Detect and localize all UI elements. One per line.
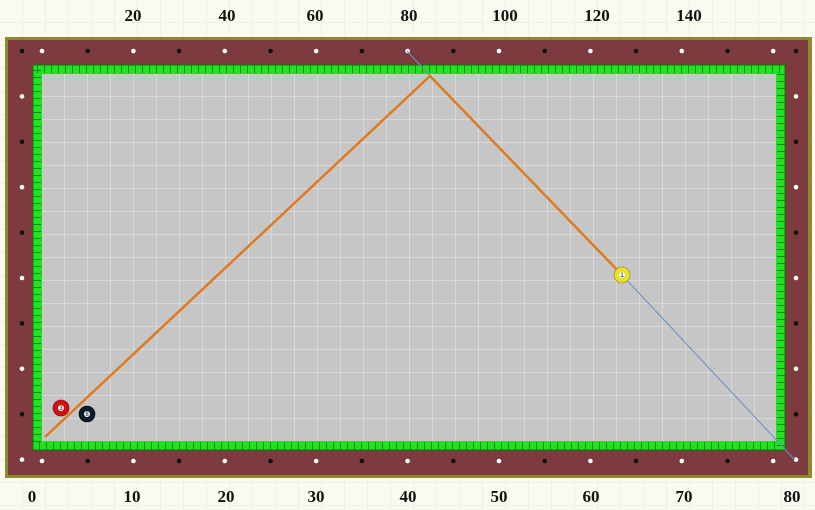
ball-number: 8 [85,412,89,418]
diamond [793,457,799,462]
diamond [19,94,25,99]
diamond [19,48,25,54]
diamond [19,230,25,235]
aim-line [406,50,431,77]
diamond [268,458,273,464]
diamond [268,48,273,54]
scale-label: 20 [125,6,142,25]
aim-line [621,274,796,461]
diamond [176,458,182,464]
diamond [19,321,25,326]
diamond [405,458,410,464]
bottom-scale: 0 10 20 30 40 50 60 70 80 [28,487,801,506]
diamond [19,275,25,281]
diamond [793,411,799,417]
diamond [496,458,502,464]
diamond [588,48,593,54]
diamond [542,48,547,54]
cloth [42,74,776,441]
diamond [793,48,799,54]
diamond [359,458,365,464]
diamond [725,48,730,54]
ball: 8 [78,405,96,423]
diamond [542,458,547,464]
diamond [131,458,136,464]
diamond [131,48,136,54]
diamond [588,458,593,464]
diamond [19,457,25,462]
diamond [85,458,90,464]
scale-label: 70 [676,487,693,506]
diamond [39,48,45,54]
diamond [313,458,319,464]
diamond [19,139,25,145]
diamond [725,458,730,464]
diamond [222,48,228,54]
scale-label: 0 [28,487,37,506]
scale-label: 60 [307,6,324,25]
ball: 3 [52,399,70,417]
diamonds [19,48,799,464]
diamond [793,139,799,145]
diamond [85,48,90,54]
ball-number: 1 [620,273,624,279]
diamond [633,48,639,54]
diamond [793,230,799,235]
ball-path [44,74,623,438]
ball-number: 3 [59,406,63,412]
top-scale: 20 40 60 80 100 120 140 [125,6,702,25]
scale-label: 140 [676,6,702,25]
scale-label: 20 [218,487,235,506]
scale-label: 120 [584,6,610,25]
ball: 1 [613,266,631,284]
scale-label: 30 [308,487,325,506]
diamond [19,411,25,417]
diamond [39,458,45,464]
scale-label: 40 [400,487,417,506]
scale-label: 100 [492,6,518,25]
diamond [451,48,456,54]
scale-label: 80 [401,6,418,25]
diamond [19,184,25,190]
diamond [793,184,799,190]
scale-label: 50 [491,487,508,506]
scale-label: 10 [124,487,141,506]
diamond [451,458,456,464]
diamond [359,48,365,54]
diamond [793,94,799,99]
diamond [313,48,319,54]
diamond [793,321,799,326]
diamond [793,366,799,372]
diamond [679,458,685,464]
diamond [19,366,25,372]
diamond [770,48,776,54]
scale-label: 80 [784,487,801,506]
diamond [633,458,639,464]
diamond [793,275,799,281]
diamond [679,48,685,54]
diamond [222,458,228,464]
diamond [496,48,502,54]
diamond [770,458,776,464]
scale-label: 40 [219,6,236,25]
scale-label: 60 [583,487,600,506]
diamond [176,48,182,54]
cushion-segments [33,65,785,450]
